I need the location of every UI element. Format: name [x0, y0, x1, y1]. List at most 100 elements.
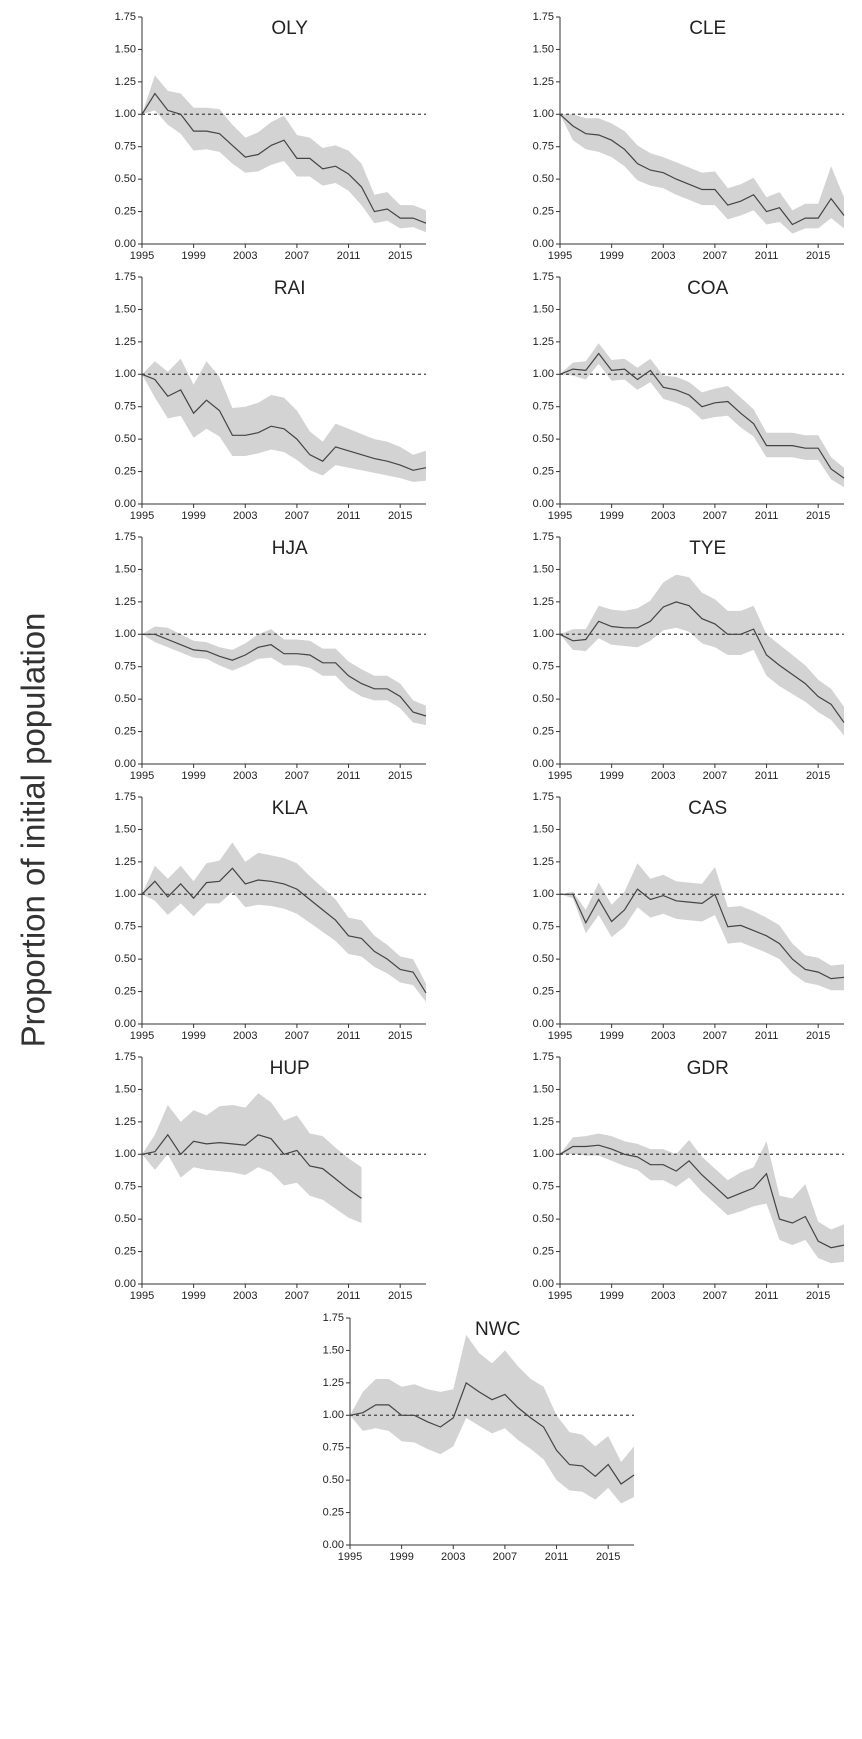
x-tick-label: 2007: [703, 1030, 727, 1042]
y-tick-label: 0.75: [115, 921, 136, 933]
x-tick-label: 2011: [755, 770, 779, 782]
confidence-band: [142, 1093, 362, 1223]
y-tick-label: 1.25: [115, 1116, 136, 1128]
x-tick-label: 2007: [285, 510, 309, 522]
y-tick-label: 1.25: [533, 856, 554, 868]
confidence-band: [142, 842, 426, 1002]
panel: 0.00 0.25 0.50 0.75 1.00 1.25 1.50 1.75 1995 1999…: [533, 1051, 845, 1302]
y-tick-label: 1.50: [323, 1344, 344, 1356]
y-tick-label: 0.75: [115, 1181, 136, 1193]
panel: 0.00 0.25 0.50 0.75 1.00 1.25 1.50 1.75 1995 1999…: [115, 1051, 426, 1302]
y-tick-label: 0.25: [115, 725, 136, 737]
x-tick-label: 2015: [806, 770, 830, 782]
y-tick-label: 0.25: [323, 1506, 344, 1518]
y-tick-label: 1.75: [323, 1312, 344, 1324]
x-tick-label: 1995: [338, 1551, 362, 1563]
y-tick-label: 0.00: [115, 498, 136, 510]
panel: 0.00 0.25 0.50 0.75 1.00 1.25 1.50 1.75 1995 1999…: [115, 531, 427, 782]
y-tick-label: 0.75: [115, 141, 136, 153]
x-tick-label: 1999: [599, 1030, 623, 1042]
y-tick-label: 0.75: [533, 141, 554, 153]
y-tick-label: 0.50: [533, 693, 554, 705]
y-tick-label: 0.50: [115, 1213, 136, 1225]
y-tick-label: 1.00: [533, 628, 554, 640]
y-tick-label: 0.75: [115, 661, 136, 673]
x-tick-label: 2011: [337, 510, 361, 522]
x-tick-label: 1995: [130, 510, 154, 522]
y-tick-label: 0.75: [533, 1181, 554, 1193]
y-tick-label: 1.00: [533, 368, 554, 380]
x-tick-label: 1999: [181, 1290, 205, 1302]
line: [141, 373, 427, 471]
y-tick-label: 1.50: [533, 823, 554, 835]
panel: 0.00 0.25 0.50 0.75 1.00 1.25 1.50 1.75 1995 1999…: [533, 11, 845, 262]
y-tick-label: 1.50: [115, 1083, 136, 1095]
y-tick-label: 0.75: [323, 1442, 344, 1454]
panel: 0.00 0.25 0.50 0.75 1.00 1.25 1.50 1.75 1995 1999…: [115, 791, 427, 1042]
x-tick-label: 2011: [337, 770, 361, 782]
y-tick-label: 1.75: [533, 271, 554, 283]
chart-title: COA: [687, 278, 729, 299]
y-tick-label: 0.50: [115, 693, 136, 705]
y-tick-label: 1.00: [533, 1148, 554, 1160]
y-tick-label: 1.25: [533, 1116, 554, 1128]
y-tick-label: 0.50: [115, 953, 136, 965]
confidence-band: [560, 114, 844, 234]
y-tick-label: 1.50: [115, 43, 136, 55]
y-tick-label: 1.25: [115, 856, 136, 868]
line: [559, 113, 845, 226]
x-tick-label: 1999: [181, 770, 205, 782]
chart-title: NWC: [475, 1319, 520, 1340]
x-tick-label: 2011: [337, 1290, 361, 1302]
confidence-band: [560, 863, 844, 991]
line: [349, 1381, 635, 1485]
x-tick-label: 2011: [755, 1030, 779, 1042]
y-tick-label: 0.00: [323, 1539, 344, 1551]
x-tick-label: 2003: [651, 1030, 675, 1042]
x-tick-label: 2003: [651, 510, 675, 522]
y-tick-label: 1.75: [115, 791, 136, 803]
x-tick-label: 2011: [337, 250, 361, 262]
y-tick-label: 1.50: [115, 823, 136, 835]
x-tick-label: 2015: [388, 770, 412, 782]
x-tick-label: 2011: [545, 1551, 569, 1563]
y-tick-label: 0.25: [533, 725, 554, 737]
y-tick-label: 0.50: [533, 953, 554, 965]
y-tick-label: 0.50: [115, 433, 136, 445]
y-tick-label: 1.75: [533, 1051, 554, 1063]
y-tick-label: 0.75: [115, 401, 136, 413]
x-tick-label: 2011: [755, 1290, 779, 1302]
chart-title: TYE: [689, 538, 726, 559]
y-tick-label: 0.25: [115, 985, 136, 997]
y-tick-label: 0.50: [533, 433, 554, 445]
x-tick-label: 2003: [441, 1551, 465, 1563]
confidence-band: [560, 343, 844, 488]
x-tick-label: 2011: [755, 250, 779, 262]
x-tick-label: 2007: [285, 770, 309, 782]
y-tick-label: 0.25: [533, 205, 554, 217]
x-tick-label: 1995: [130, 1290, 154, 1302]
x-tick-label: 2003: [233, 1290, 257, 1302]
x-tick-label: 1999: [599, 250, 623, 262]
x-tick-label: 2015: [388, 510, 412, 522]
y-tick-label: 0.25: [533, 1245, 554, 1257]
y-tick-label: 0.00: [115, 1018, 136, 1030]
x-tick-label: 2003: [233, 510, 257, 522]
chart-title: KLA: [272, 798, 308, 819]
y-tick-label: 1.00: [533, 108, 554, 120]
chart-title: HJA: [272, 538, 308, 559]
y-tick-label: 1.25: [115, 596, 136, 608]
x-tick-label: 1999: [181, 1030, 205, 1042]
y-tick-label: 0.00: [533, 758, 554, 770]
y-tick-label: 1.75: [115, 531, 136, 543]
panel: 0.00 0.25 0.50 0.75 1.00 1.25 1.50 1.75 1995 1999…: [115, 11, 427, 262]
y-tick-label: 0.50: [323, 1474, 344, 1486]
y-tick-label: 1.50: [533, 563, 554, 575]
x-tick-label: 2003: [651, 770, 675, 782]
y-tick-label: 1.00: [533, 888, 554, 900]
confidence-band: [560, 574, 844, 736]
x-tick-label: 1995: [130, 1030, 154, 1042]
confidence-band: [142, 358, 426, 482]
y-tick-label: 0.25: [115, 465, 136, 477]
